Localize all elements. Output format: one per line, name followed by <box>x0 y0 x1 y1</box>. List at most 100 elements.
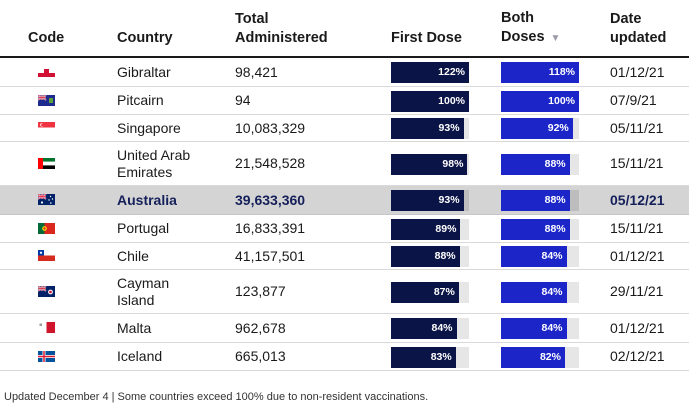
table-row: Chile 41,157,501 01/12/21 88% 84% <box>0 243 689 270</box>
header-code[interactable]: Code <box>28 30 65 46</box>
country-cell: Malta <box>117 319 152 336</box>
both-doses-label: 88% <box>544 157 566 170</box>
country-cell: Australia <box>117 191 177 208</box>
iceland-flag <box>38 350 55 362</box>
first-dose-track: 88% <box>391 246 469 267</box>
first-dose-track: 98% <box>391 153 469 175</box>
both-doses-bar: 84% <box>501 318 567 339</box>
total-administered-cell: 16,833,391 <box>235 220 306 236</box>
both-doses-bar: 100% <box>501 90 579 112</box>
first-dose-label: 93% <box>438 194 460 206</box>
total-administered-cell: 98,421 <box>235 63 278 80</box>
both-doses-bar: 82% <box>501 346 565 368</box>
country-cell: Portugal <box>117 220 170 236</box>
portugal-flag <box>38 222 55 234</box>
table-row: Gibraltar 98,421 01/12/21 122% 118% <box>0 58 689 87</box>
sort-descending-icon[interactable]: ▼ <box>550 33 561 44</box>
pitcairn-flag <box>38 94 55 106</box>
header-first-dose[interactable]: First Dose <box>391 30 462 46</box>
date-updated-cell: 01/12/21 <box>610 247 665 264</box>
first-dose-label: 84% <box>431 322 453 334</box>
first-dose-bar: 93% <box>391 118 464 139</box>
date-updated-cell: 01/12/21 <box>610 319 665 336</box>
first-dose-bar: 83% <box>391 346 456 368</box>
first-dose-bar: 100% <box>391 90 469 112</box>
chile-flag <box>38 250 55 261</box>
first-dose-track: 93% <box>391 118 469 139</box>
uae-flag <box>38 157 55 169</box>
table-row: Pitcairn 94 07/9/21 100% 100% <box>0 87 689 115</box>
header-both-doses-label: Both Doses <box>501 10 545 45</box>
date-updated-cell: 02/12/21 <box>610 348 665 364</box>
date-updated-cell: 07/9/21 <box>610 92 657 108</box>
both-doses-label: 84% <box>541 250 563 262</box>
first-dose-bar: 84% <box>391 318 457 339</box>
first-dose-track: 89% <box>391 218 469 240</box>
country-cell: United Arab Emirates <box>117 146 191 180</box>
total-administered-cell: 41,157,501 <box>235 247 306 264</box>
both-doses-track: 88% <box>501 153 579 175</box>
first-dose-label: 93% <box>438 122 460 134</box>
total-administered-cell: 665,013 <box>235 348 286 364</box>
first-dose-label: 89% <box>435 222 457 235</box>
first-dose-label: 87% <box>433 285 455 298</box>
both-doses-track: 84% <box>501 246 579 267</box>
both-doses-bar: 118% <box>501 62 579 83</box>
header-both-doses[interactable]: Both Doses ▼ <box>501 9 560 48</box>
total-administered-cell: 10,083,329 <box>235 119 306 136</box>
first-dose-track: 84% <box>391 318 469 339</box>
table-row: Singapore 10,083,329 05/11/21 93% 92% <box>0 115 689 142</box>
header-country[interactable]: Country <box>117 30 173 46</box>
both-doses-label: 82% <box>539 350 561 363</box>
table-header: Code Country Total Administered First Do… <box>0 0 689 58</box>
table-row: Malta 962,678 01/12/21 84% 84% <box>0 314 689 343</box>
first-dose-bar: 93% <box>391 190 464 211</box>
date-updated-cell: 15/11/21 <box>610 220 664 236</box>
first-dose-bar: 98% <box>391 153 468 175</box>
cayman-flag <box>38 285 55 297</box>
first-dose-bar: 122% <box>391 62 469 83</box>
first-dose-label: 100% <box>438 94 465 107</box>
both-doses-bar: 84% <box>501 281 567 303</box>
first-dose-label: 98% <box>442 157 464 170</box>
total-administered-cell: 962,678 <box>235 319 286 336</box>
first-dose-bar: 87% <box>391 281 459 303</box>
total-administered-cell: 39,633,360 <box>235 191 306 208</box>
both-doses-label: 84% <box>541 285 563 298</box>
both-doses-label: 88% <box>544 222 566 235</box>
table-row: Cayman Island 123,877 29/11/21 87% 84% <box>0 270 689 314</box>
both-doses-bar: 88% <box>501 218 570 240</box>
country-cell: Chile <box>117 247 149 264</box>
both-doses-bar: 88% <box>501 190 570 211</box>
both-doses-track: 88% <box>501 218 579 240</box>
country-cell: Cayman Island <box>117 274 170 308</box>
singapore-flag <box>38 122 55 133</box>
both-doses-track: 84% <box>501 318 579 339</box>
both-doses-track: 92% <box>501 118 579 139</box>
both-doses-track: 118% <box>501 62 579 83</box>
country-cell: Gibraltar <box>117 63 171 80</box>
both-doses-label: 92% <box>547 122 569 134</box>
table-row: Iceland 665,013 02/12/21 83% 82% <box>0 343 689 371</box>
country-cell: Iceland <box>117 348 163 364</box>
both-doses-track: 100% <box>501 90 579 112</box>
both-doses-label: 84% <box>541 322 563 334</box>
date-updated-cell: 05/12/21 <box>610 191 665 208</box>
first-dose-track: 87% <box>391 281 469 303</box>
both-doses-track: 88% <box>501 190 579 211</box>
both-doses-track: 84% <box>501 281 579 303</box>
date-updated-cell: 05/11/21 <box>610 119 664 136</box>
date-updated-cell: 01/12/21 <box>610 63 665 80</box>
header-total-administered[interactable]: Total Administered <box>235 11 328 46</box>
header-date-updated[interactable]: Date updated <box>610 11 667 46</box>
both-doses-track: 82% <box>501 346 579 368</box>
first-dose-track: 122% <box>391 62 469 83</box>
first-dose-label: 122% <box>438 66 465 78</box>
footer-note: Updated December 4 | Some countries exce… <box>4 391 429 403</box>
table-row: United Arab Emirates 21,548,528 15/11/21 98… <box>0 142 689 186</box>
both-doses-label: 118% <box>548 66 575 78</box>
both-doses-label: 88% <box>544 194 566 206</box>
country-cell: Singapore <box>117 119 181 136</box>
total-administered-cell: 123,877 <box>235 283 286 299</box>
first-dose-label: 88% <box>434 250 456 262</box>
